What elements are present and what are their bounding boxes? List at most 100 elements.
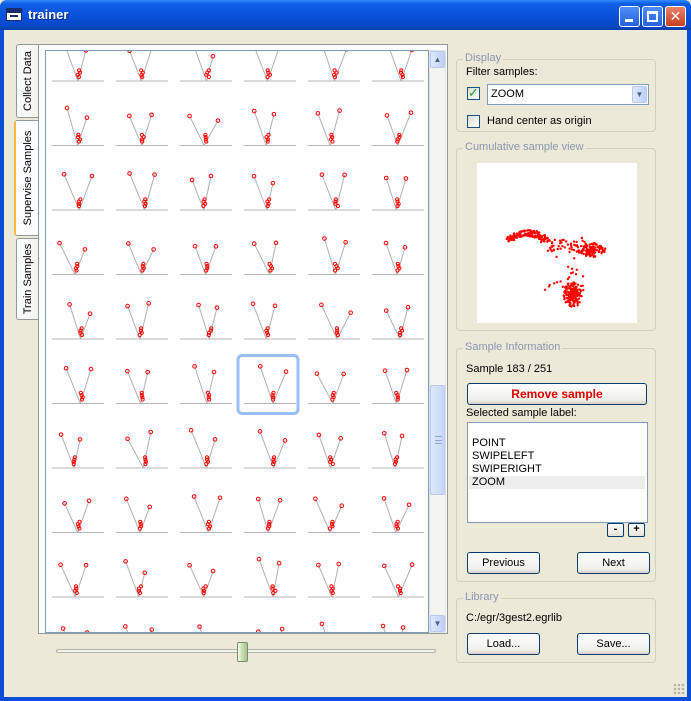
thumb-point <box>383 175 389 181</box>
thumb-point <box>71 459 76 464</box>
list-item[interactable]: SWIPERIGHT <box>472 463 542 475</box>
thumb-point <box>271 397 276 402</box>
thumbnail-size-slider[interactable] <box>56 642 436 662</box>
thumb-gesture-line <box>74 249 86 275</box>
thumb-point <box>77 526 82 531</box>
cumulative-point <box>509 238 512 241</box>
thumb-gesture-line <box>383 565 399 598</box>
cumulative-point <box>518 233 521 236</box>
thumb-gesture-line <box>128 115 143 146</box>
thumb-point <box>205 266 210 271</box>
chevron-down-icon[interactable]: ▼ <box>632 86 647 103</box>
grid-scrollbar[interactable]: ▲ ▼ <box>429 50 446 633</box>
thumb-point <box>86 498 92 504</box>
label-list[interactable]: POINT SWIPELEFT SWIPERIGHT ZOOM <box>467 422 648 523</box>
list-item[interactable]: POINT <box>472 437 506 449</box>
thumb-point <box>395 519 400 524</box>
thumb-point <box>205 390 210 395</box>
filter-select[interactable]: ZOOM ▼ <box>487 84 649 105</box>
cumulative-point <box>598 244 601 248</box>
thumb-gesture-line <box>194 246 206 275</box>
close-button[interactable]: ✕ <box>665 6 686 27</box>
thumb-point <box>329 584 334 589</box>
thumb-point <box>383 308 389 313</box>
tab-collect-data[interactable]: Collect Data <box>16 44 38 118</box>
thumb-point <box>332 268 338 273</box>
thumb-point <box>79 393 84 398</box>
scroll-thumb[interactable] <box>430 385 445 495</box>
tab-train-samples[interactable]: Train Samples <box>16 238 38 320</box>
thumb-point <box>276 560 282 566</box>
thumb-point <box>139 390 144 395</box>
title-bar[interactable]: trainer ✕ <box>0 0 691 30</box>
cumulative-point <box>574 273 578 276</box>
next-button[interactable]: Next <box>577 552 650 574</box>
thumb-point <box>272 303 278 309</box>
sample-thumbnail-grid[interactable] <box>45 50 429 633</box>
cumulative-point <box>570 246 573 249</box>
thumb-point <box>209 326 214 331</box>
cumulative-point <box>557 245 560 248</box>
thumb-gesture-line <box>66 107 79 146</box>
thumb-point <box>267 197 272 202</box>
previous-button[interactable]: Previous <box>467 552 540 574</box>
thumb-point <box>409 562 415 567</box>
thumb-point <box>396 264 401 269</box>
thumb-point <box>142 199 147 204</box>
thumb-point <box>397 132 402 138</box>
thumb-point <box>125 368 130 374</box>
hand-center-checkbox[interactable] <box>467 115 480 128</box>
minimize-button[interactable] <box>619 6 640 27</box>
thumb-point <box>75 264 80 269</box>
cumulative-point <box>525 232 528 236</box>
cumulative-point <box>530 232 533 236</box>
thumb-point <box>270 393 275 398</box>
thumb-point <box>201 199 206 204</box>
thumb-point <box>408 110 414 115</box>
cumulative-point <box>512 236 516 239</box>
thumb-point <box>400 74 405 80</box>
cumulative-point <box>548 239 551 242</box>
thumb-point <box>250 301 256 307</box>
cumulative-point <box>507 240 510 243</box>
window-title: trainer <box>28 7 69 22</box>
thumb-gesture-line <box>74 564 87 598</box>
thumb-point <box>404 367 410 373</box>
save-button[interactable]: Save... <box>577 633 650 655</box>
thumb-point <box>84 115 90 120</box>
list-item-selected[interactable]: ZOOM <box>469 476 645 489</box>
cumulative-points <box>505 229 607 308</box>
cumulative-point <box>588 253 592 256</box>
resize-grip-icon[interactable] <box>673 683 685 695</box>
remove-sample-button[interactable]: Remove sample <box>467 383 647 405</box>
thumb-point <box>402 245 408 250</box>
thumb-point <box>265 332 271 338</box>
thumb-point <box>203 135 208 140</box>
tab-supervise-samples[interactable]: Supervise Samples <box>14 120 39 236</box>
cumulative-point <box>544 237 547 241</box>
scroll-down-button[interactable]: ▼ <box>430 615 445 632</box>
thumb-gesture-line <box>273 440 286 469</box>
filter-checkbox[interactable]: ✓ <box>467 85 480 100</box>
maximize-button[interactable] <box>642 6 663 27</box>
cumulative-point <box>555 255 558 259</box>
thumb-point <box>394 524 399 529</box>
load-button[interactable]: Load... <box>467 633 540 655</box>
thumb-point <box>60 626 66 631</box>
thumb-point <box>151 247 156 252</box>
cumulative-point <box>533 236 536 239</box>
thumb-gesture-line <box>127 438 144 469</box>
maximize-icon <box>647 11 658 22</box>
thumb-gesture-line <box>64 503 79 533</box>
scroll-up-button[interactable]: ▲ <box>430 51 445 68</box>
cumulative-point <box>509 234 512 237</box>
cumulative-point <box>568 250 571 254</box>
cumulative-point <box>567 284 570 287</box>
thumb-point <box>403 176 409 181</box>
add-label-button[interactable]: + <box>628 523 645 537</box>
list-item[interactable]: SWIPELEFT <box>472 450 535 462</box>
cumulative-point <box>515 232 519 235</box>
slider-handle[interactable] <box>237 642 248 662</box>
sample-thumbnails[interactable] <box>46 51 429 633</box>
remove-label-button[interactable]: - <box>607 523 624 537</box>
